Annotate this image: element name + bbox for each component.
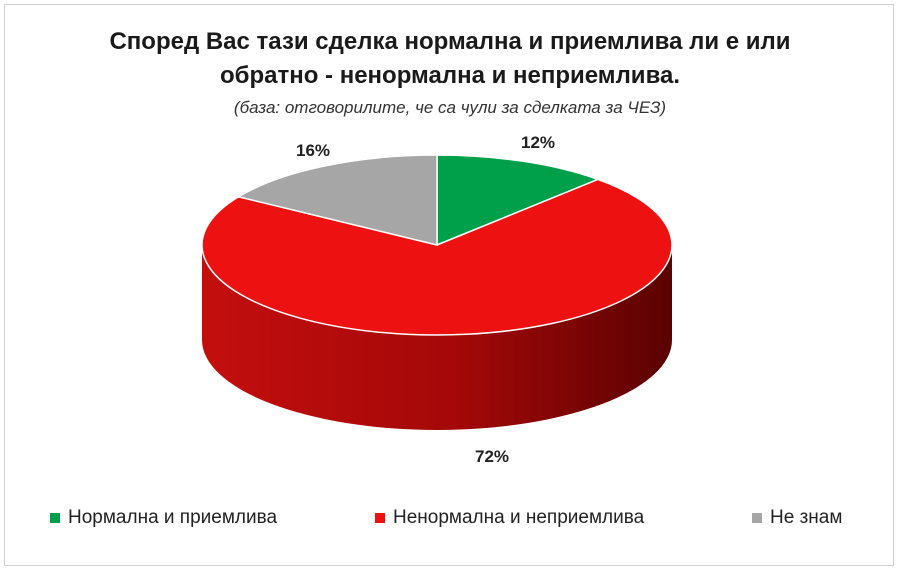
legend-swatch-red <box>375 513 385 523</box>
pie-slice-side-1 <box>202 245 672 430</box>
legend-swatch-gray <box>752 513 762 523</box>
chart-title-line1: Според Вас тази сделка нормална и приемл… <box>109 28 791 55</box>
legend-item-abnormal: Ненормална и неприемлива <box>375 507 644 529</box>
chart-title-line2: обратно - ненормална и неприемлива. <box>219 62 681 89</box>
legend-label-abnormal: Ненормална и неприемлива <box>393 507 645 528</box>
data-label-1: 72% <box>475 447 509 466</box>
pie-slice-0 <box>436 154 600 247</box>
chart-frame <box>4 4 894 566</box>
data-label-2: 16% <box>296 141 330 160</box>
legend-label-normal: Нормална и приемлива <box>68 507 278 528</box>
legend-label-dont-know: Не знам <box>770 507 843 528</box>
legend-swatch-green <box>50 513 60 523</box>
pie-slice-2 <box>236 154 438 246</box>
pie-slice-1 <box>201 178 673 336</box>
legend-item-dont-know: Не знам <box>752 507 842 529</box>
chart-subtitle: (база: отговорилите, че са чули за сделк… <box>233 98 667 117</box>
legend: Нормална и приемлива Ненормална и неприе… <box>0 507 900 533</box>
legend-item-normal: Нормална и приемлива <box>50 507 277 529</box>
data-label-0: 12% <box>521 133 555 152</box>
